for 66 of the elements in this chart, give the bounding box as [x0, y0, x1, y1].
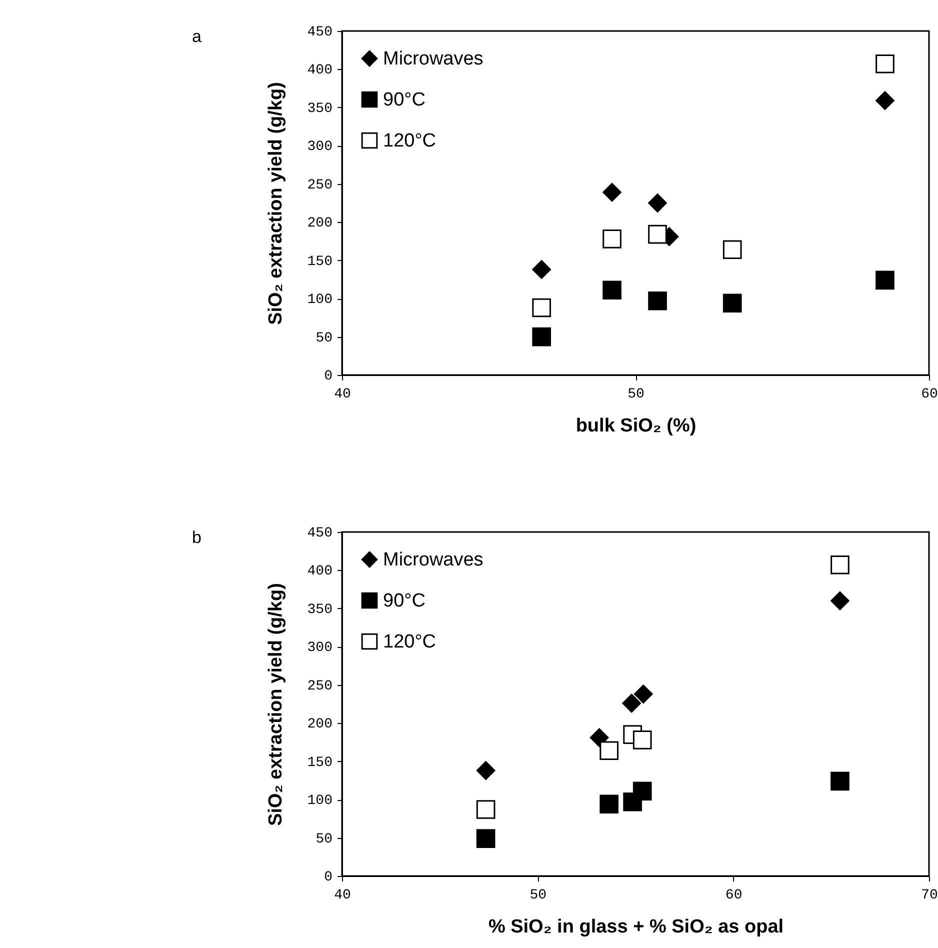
x-tick-label: 60	[921, 386, 938, 402]
point	[532, 260, 551, 279]
point	[632, 782, 652, 801]
x-tick-label: 50	[530, 888, 547, 904]
y-axis-title: SiO₂ extraction yield (g/kg)	[265, 583, 286, 826]
y-tick-label: 50	[316, 330, 332, 346]
point	[876, 54, 894, 74]
point	[722, 294, 742, 313]
point	[600, 741, 618, 760]
text: b	[192, 528, 202, 547]
y-tick-label: 0	[324, 870, 332, 886]
point	[476, 829, 496, 848]
point	[590, 728, 609, 748]
x-tick-label: 50	[628, 386, 644, 402]
point	[648, 224, 667, 244]
point	[830, 772, 850, 791]
y-tick-label: 300	[307, 139, 332, 156]
y-tick-label: 200	[307, 716, 332, 733]
y-tick-label: 400	[307, 564, 332, 580]
y-tick-label: 150	[307, 754, 332, 771]
point	[722, 240, 742, 260]
legend-label: Microwaves	[383, 550, 484, 570]
x-axis-title: % SiO₂ in glass + % SiO₂ as opal	[488, 916, 784, 938]
y-tick-label: 100	[307, 793, 332, 810]
point	[648, 194, 667, 212]
y-tick-label: 150	[307, 254, 332, 270]
point	[876, 91, 894, 110]
y-tick-label: 450	[307, 526, 332, 542]
legend-label: Microwaves	[383, 48, 484, 70]
point	[476, 761, 496, 780]
x-tick-label: 70	[921, 888, 938, 904]
point	[632, 730, 652, 750]
y-tick-label: 0	[324, 368, 332, 384]
point	[830, 555, 850, 574]
y-tick-label: 250	[307, 177, 332, 194]
legend-label: 90°C	[383, 590, 426, 612]
legend-label: 120°C	[383, 130, 436, 152]
y-axis-title: SiO₂ extraction yield (g/kg)	[265, 82, 286, 325]
y-tick-label: 200	[307, 216, 332, 232]
y-tick-label: 50	[316, 831, 332, 848]
point	[876, 270, 894, 290]
point	[600, 794, 618, 814]
y-tick-label: 350	[307, 602, 332, 618]
x-tick-label: 60	[725, 888, 742, 904]
y-tick-label: 450	[307, 24, 332, 40]
y-tick-label: 250	[307, 678, 332, 694]
point	[634, 684, 653, 704]
y-tick-label: 300	[307, 640, 332, 656]
y-tick-label: 400	[307, 62, 332, 79]
legend-label: 120°C	[383, 632, 436, 652]
y-tick-label: 100	[307, 292, 332, 308]
x-axis-title: bulk SiO₂ (%)	[576, 416, 696, 436]
x-tick-label: 40	[334, 888, 351, 904]
x-tick-label: 40	[334, 386, 351, 402]
point	[532, 327, 551, 346]
legend-label: 90°C	[383, 90, 426, 110]
point	[602, 280, 622, 300]
point	[602, 182, 622, 202]
point	[602, 230, 622, 248]
point	[532, 298, 551, 318]
text: a	[192, 27, 202, 46]
point	[648, 291, 667, 310]
point	[622, 694, 641, 713]
point	[476, 800, 496, 819]
y-tick-label: 350	[307, 100, 332, 117]
point	[830, 591, 850, 610]
